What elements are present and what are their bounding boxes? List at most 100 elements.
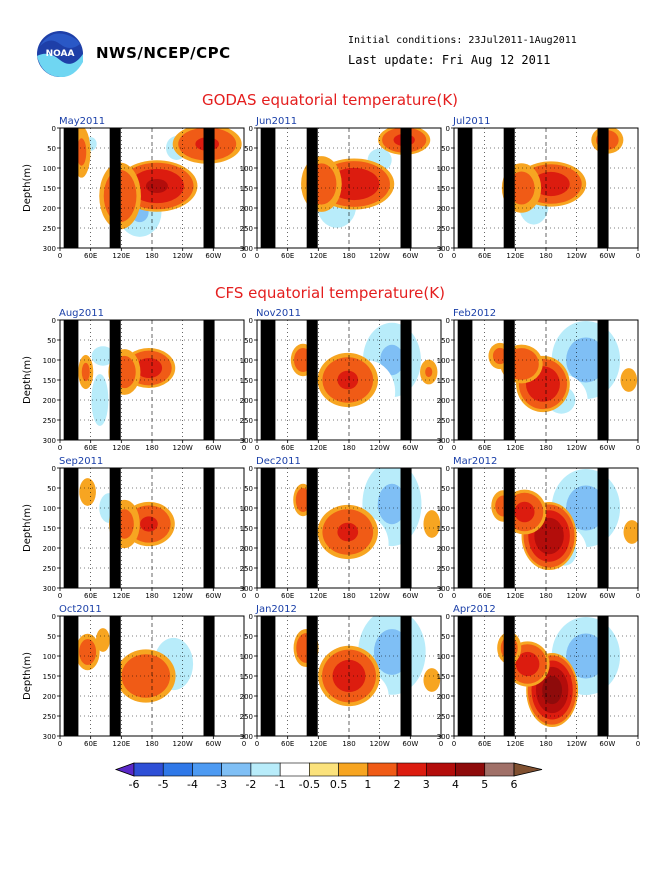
land-mask [400,468,412,588]
panel-label: Oct2011 [59,604,102,615]
warm-contour [542,675,563,705]
land-mask [203,320,215,440]
y-tick-label: 100 [437,357,450,365]
y-tick-label: 100 [43,653,56,661]
land-mask [109,128,121,248]
y-axis-title: Depth(m) [22,504,33,552]
warm-contour [79,478,96,506]
land-mask [503,320,515,440]
land-mask [457,616,473,736]
colorbar-tick-label: -1 [275,778,286,791]
x-tick-label: 60W [599,252,615,260]
y-tick-label: 200 [43,693,56,701]
y-tick-label: 50 [244,337,253,345]
y-tick-label: 0 [446,125,450,133]
y-tick-label: 50 [47,145,56,153]
x-tick-label: 120W [173,740,193,748]
y-tick-label: 150 [240,377,253,385]
x-tick-label: 0 [242,252,246,260]
y-tick-label: 0 [249,613,253,621]
y-tick-label: 100 [437,653,450,661]
panel-label: Feb2012 [453,308,496,319]
x-tick-label: 120W [567,740,587,748]
y-tick-label: 0 [249,125,253,133]
cold-contour [91,374,109,426]
land-mask [63,468,79,588]
panel-label: Jun2011 [255,116,297,127]
land-mask [109,468,121,588]
x-tick-label: 180 [342,252,355,260]
x-tick-label: 0 [636,252,640,260]
land-mask [306,320,318,440]
land-mask [260,616,276,736]
panel-label: Jul2011 [452,116,491,127]
y-tick-label: 150 [437,377,450,385]
y-tick-label: 250 [240,225,253,233]
y-tick-label: 150 [437,525,450,533]
panel-label: Dec2011 [256,456,301,467]
x-tick-label: 60W [402,740,418,748]
land-mask [203,616,215,736]
x-tick-label: 0 [242,444,246,452]
y-tick-label: 200 [437,205,450,213]
colorbar-tick-label: 2 [394,778,401,791]
colorbar-swatch [279,762,310,777]
y-tick-label: 150 [240,673,253,681]
y-tick-label: 150 [240,185,253,193]
y-tick-label: 100 [240,165,253,173]
x-tick-label: 180 [539,740,552,748]
panel-label: Sep2011 [59,456,103,467]
x-tick-label: 60E [478,252,491,260]
colorbar-tick-label: 4 [452,778,459,791]
x-tick-label: 0 [452,592,456,600]
x-tick-label: 120W [370,740,390,748]
y-tick-label: 150 [437,185,450,193]
colorbar-max-arrow [513,762,543,777]
land-mask [63,128,79,248]
x-tick-label: 0 [58,740,62,748]
warm-contour [121,654,171,698]
y-tick-label: 50 [47,337,56,345]
land-mask [597,616,609,736]
colorbar-tick-label: -4 [187,778,198,791]
colorbar-tick-label: 5 [481,778,488,791]
panel-label: Apr2012 [453,604,496,615]
warm-contour [81,362,90,382]
x-tick-label: 0 [439,444,443,452]
land-mask [503,616,515,736]
x-tick-label: 60E [281,592,294,600]
y-tick-label: 150 [240,525,253,533]
x-tick-label: 0 [242,592,246,600]
y-tick-label: 150 [437,673,450,681]
x-tick-label: 120E [309,444,327,452]
x-tick-label: 60W [205,252,221,260]
org-title: NWS/NCEP/CPC [96,44,231,62]
x-tick-label: 60E [84,740,97,748]
colorbar-swatch [133,762,164,777]
x-tick-label: 180 [539,444,552,452]
y-tick-label: 250 [43,565,56,573]
y-tick-label: 0 [446,317,450,325]
y-tick-label: 300 [437,245,450,253]
x-tick-label: 60E [281,444,294,452]
warm-contour [337,370,359,390]
y-tick-label: 250 [240,565,253,573]
land-mask [597,128,609,248]
land-mask [109,320,121,440]
y-tick-label: 100 [240,505,253,513]
x-tick-label: 0 [636,592,640,600]
colorbar-swatch [162,762,193,777]
land-mask [109,616,121,736]
land-mask [63,616,79,736]
land-mask [457,128,473,248]
x-tick-label: 60E [478,740,491,748]
x-tick-label: 60E [478,444,491,452]
panel-label: Mar2012 [453,456,497,467]
y-tick-label: 300 [43,733,56,741]
y-tick-label: 150 [43,673,56,681]
x-tick-label: 120E [506,444,524,452]
